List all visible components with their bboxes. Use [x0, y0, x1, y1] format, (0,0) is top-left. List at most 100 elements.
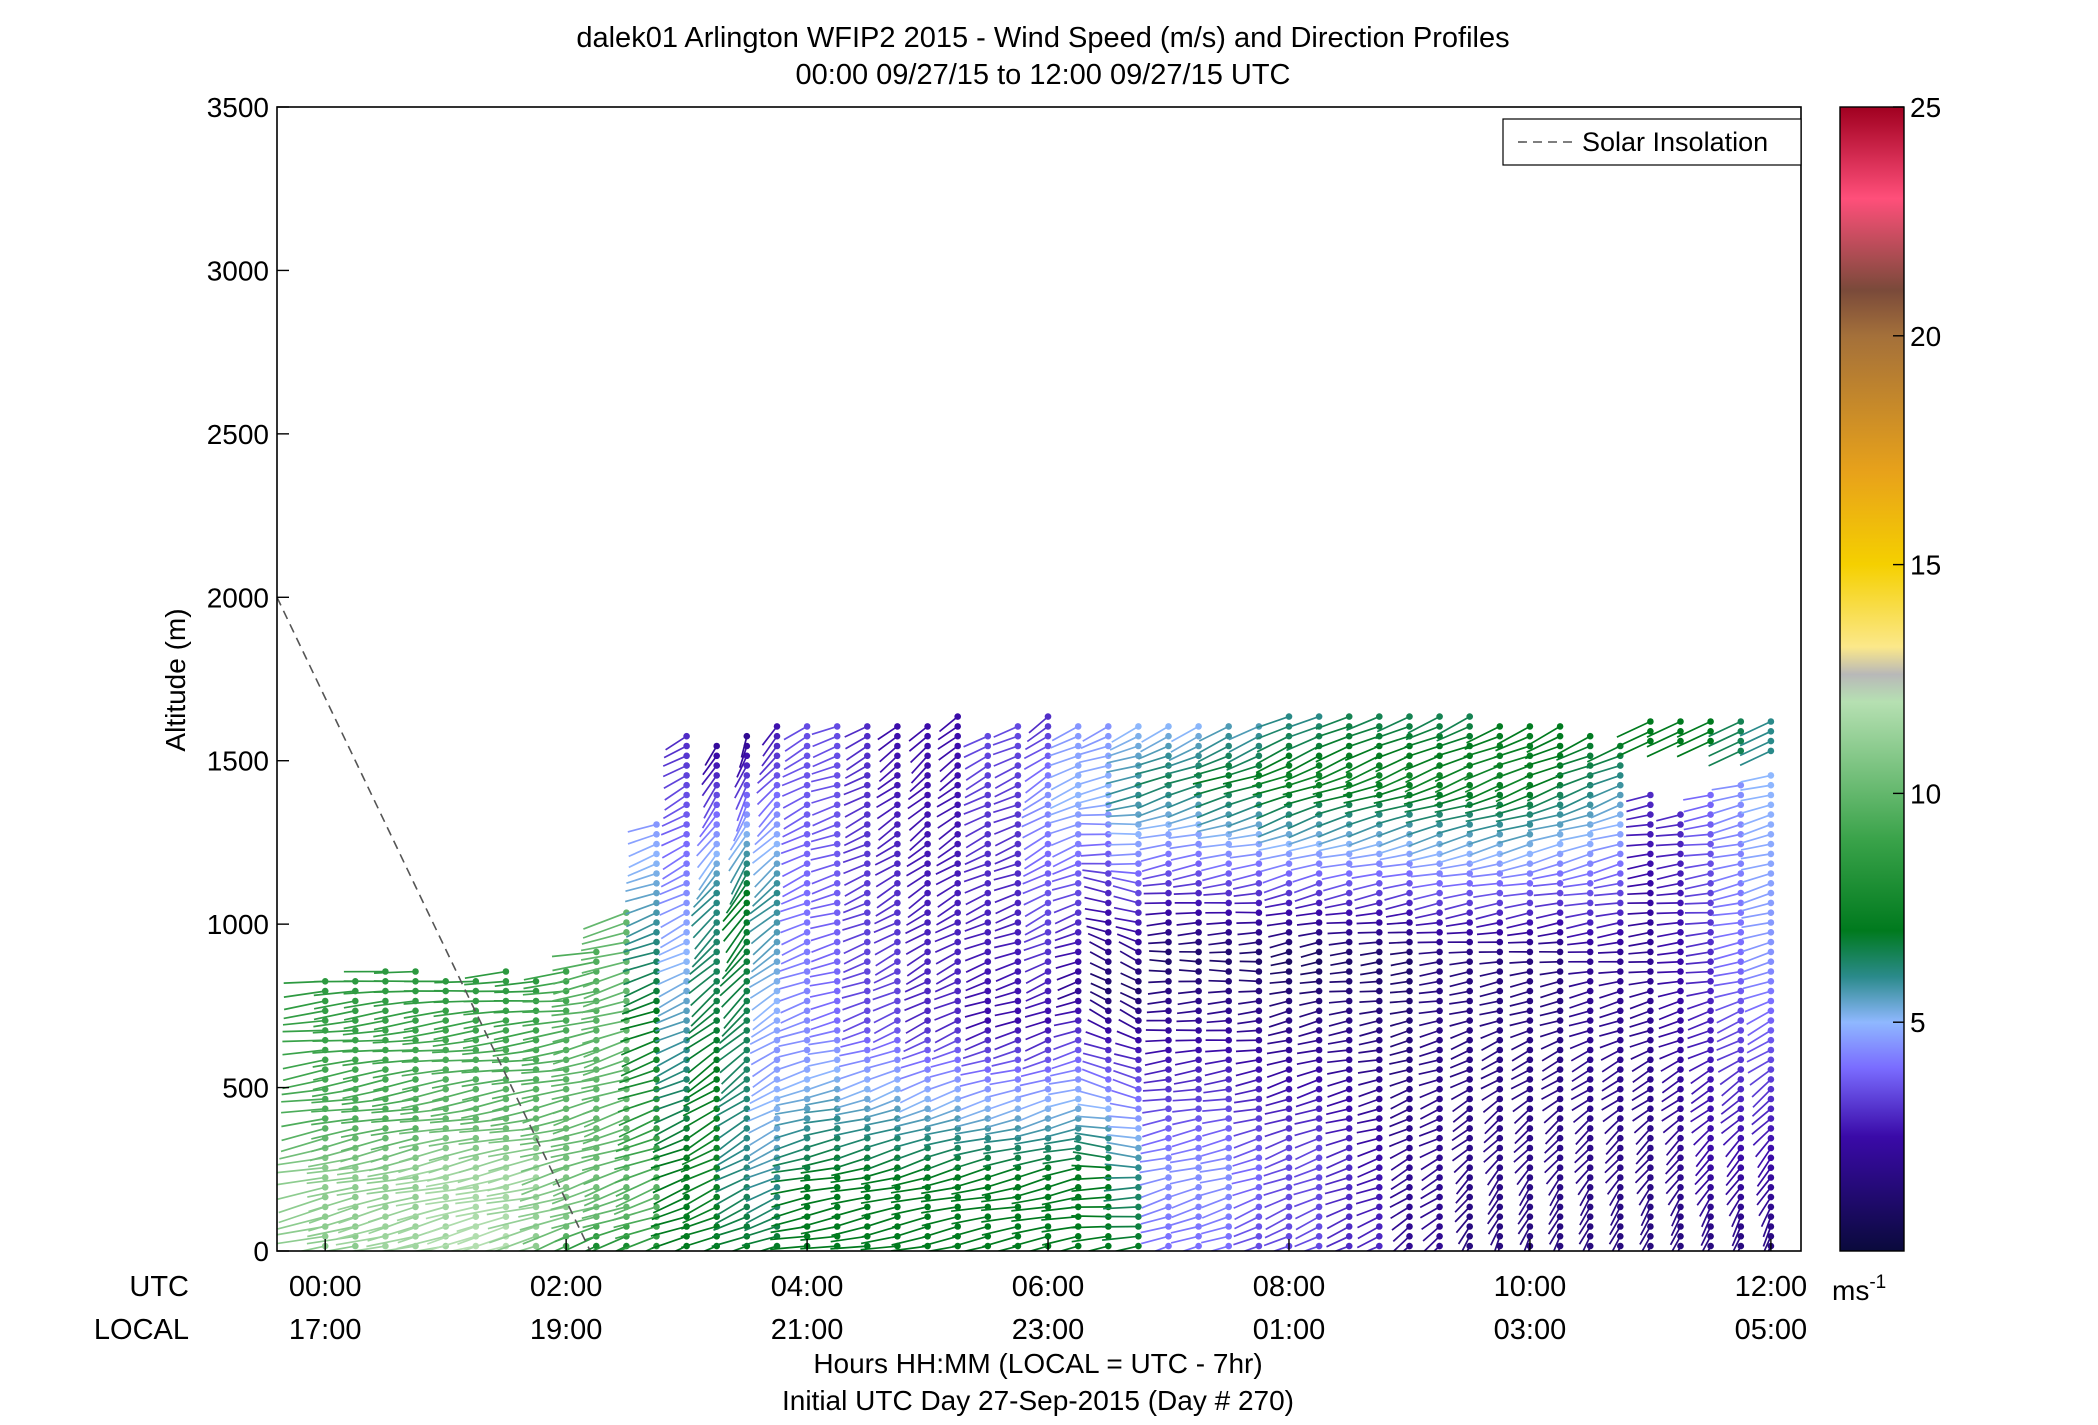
wind-barb-point — [954, 1036, 961, 1044]
wind-barb-shaft — [1143, 892, 1169, 895]
wind-barb-point — [803, 1105, 811, 1113]
wind-barb-point — [713, 1076, 720, 1083]
wind-barb-point — [894, 1134, 901, 1142]
wind-barb-point — [1376, 1193, 1383, 1201]
wind-barb-shaft — [1655, 833, 1681, 837]
wind-barb-point — [1496, 860, 1504, 867]
wind-barb-shaft — [1294, 1235, 1320, 1248]
wind-barb-shaft — [1534, 902, 1561, 908]
wind-barb-shaft — [1164, 774, 1199, 786]
wind-barb-shaft — [1348, 843, 1380, 853]
wind-barb-shaft — [846, 755, 868, 771]
wind-barb-shaft — [1512, 1098, 1531, 1113]
wind-barb-shaft — [1605, 1127, 1621, 1146]
wind-barb-point — [1617, 1164, 1624, 1171]
wind-barb-shaft — [937, 902, 959, 918]
wind-barb-point — [1737, 889, 1745, 897]
wind-barb-point — [713, 791, 720, 799]
wind-barb-shaft — [1408, 833, 1440, 847]
wind-barb-shaft — [1741, 921, 1772, 929]
wind-barb-point — [1225, 889, 1232, 897]
wind-barb-point — [743, 889, 751, 897]
wind-barb-shaft — [756, 784, 778, 806]
wind-barb-point — [894, 1066, 901, 1073]
wind-barb-point — [1707, 899, 1714, 907]
wind-barb-shaft — [554, 1225, 597, 1243]
wind-barb-shaft — [1228, 735, 1260, 753]
wind-barb-shaft — [1222, 774, 1260, 785]
wind-barb-point — [1345, 1203, 1353, 1211]
wind-barb-shaft — [831, 1215, 868, 1229]
wind-barb-shaft — [1558, 804, 1591, 818]
wind-barb-shaft — [1109, 862, 1139, 866]
wind-barb-point — [1165, 840, 1172, 848]
wind-barb-point — [713, 850, 720, 858]
wind-barb-shaft — [1519, 1186, 1531, 1207]
wind-barb-point — [1436, 1242, 1443, 1250]
wind-barb-point — [803, 742, 811, 750]
wind-barb-shaft — [1174, 1068, 1199, 1077]
wind-barb-point — [1436, 1007, 1443, 1015]
wind-barb-point — [773, 732, 781, 740]
wind-barb-shaft — [1524, 764, 1561, 778]
wind-barb-shaft — [1570, 1088, 1591, 1101]
wind-barb-shaft — [1199, 1176, 1229, 1184]
wind-barb-shaft — [1604, 1147, 1621, 1164]
wind-barb-shaft — [1598, 980, 1621, 987]
wind-barb-point — [713, 929, 720, 936]
wind-barb-shaft — [1685, 941, 1711, 948]
wind-barb-shaft — [683, 1137, 718, 1160]
wind-barb-shaft — [1201, 1147, 1229, 1157]
wind-barb-shaft — [1251, 774, 1290, 788]
wind-barb-point — [743, 1066, 751, 1073]
wind-barb-shaft — [1634, 1167, 1652, 1184]
wind-barb-point — [683, 732, 690, 740]
wind-barb-shaft — [399, 1117, 446, 1123]
wind-barb-point — [954, 978, 961, 985]
wind-barb-shaft — [581, 1078, 627, 1090]
wind-barb-point — [382, 1066, 389, 1073]
wind-barb-point — [713, 968, 720, 975]
wind-barb-shaft — [1022, 872, 1049, 885]
wind-barb-shaft — [952, 1235, 989, 1248]
wind-barb-point — [773, 742, 781, 750]
x-tick-label-utc: 12:00 — [1735, 1271, 1808, 1303]
wind-barb-point — [1195, 1056, 1202, 1064]
wind-barb-shaft — [673, 1245, 687, 1251]
wind-barb-point — [864, 781, 871, 789]
wind-barb-point — [1195, 1007, 1202, 1015]
wind-barb-shaft — [861, 1206, 898, 1217]
wind-barb-point — [773, 772, 781, 779]
wind-barb-point — [1074, 811, 1082, 818]
wind-barb-point — [1436, 899, 1443, 907]
wind-barb-shaft — [1024, 784, 1049, 804]
wind-barb-point — [1135, 840, 1142, 848]
wind-barb-shaft — [892, 1225, 928, 1239]
wind-barb-point — [1044, 713, 1052, 720]
wind-barb-shaft — [1049, 745, 1079, 757]
wind-barb-point — [1014, 821, 1022, 828]
wind-barb-point — [1767, 791, 1775, 799]
wind-barb-shaft — [1049, 764, 1079, 779]
wind-barb-point — [1135, 1213, 1142, 1220]
wind-barb-shaft — [1357, 1166, 1380, 1178]
wind-barb-point — [1376, 968, 1383, 975]
wind-barb-shaft — [1708, 750, 1742, 767]
wind-barb-point — [1406, 987, 1413, 995]
wind-barb-shaft — [311, 1098, 356, 1104]
wind-barb-shaft — [1389, 1009, 1410, 1015]
wind-barb-point — [562, 1085, 570, 1093]
wind-barb-shaft — [749, 1088, 778, 1105]
wind-barb-point — [773, 899, 781, 907]
wind-barb-point — [954, 860, 961, 867]
wind-barb-shaft — [893, 1157, 928, 1173]
wind-barb-point — [954, 821, 961, 828]
y-tick-label: 0 — [253, 1236, 269, 1267]
wind-barb-shaft — [521, 1176, 567, 1196]
wind-barb-shaft — [1687, 1000, 1711, 1010]
wind-barb-shaft — [1075, 1124, 1109, 1130]
wind-barb-point — [1255, 1233, 1263, 1240]
wind-barb-shaft — [1106, 754, 1139, 764]
wind-barb-point — [1647, 919, 1654, 926]
